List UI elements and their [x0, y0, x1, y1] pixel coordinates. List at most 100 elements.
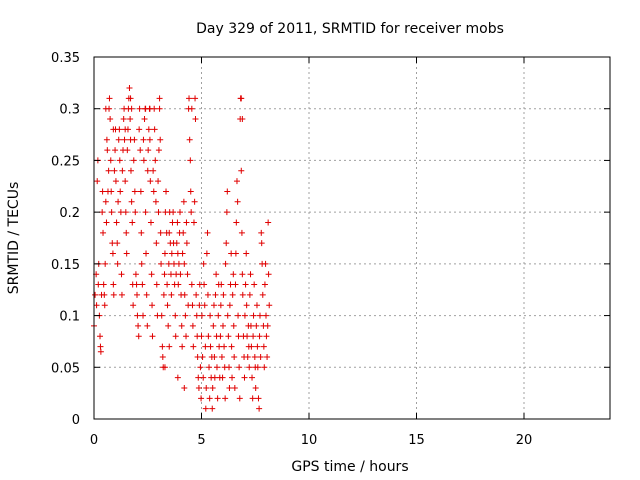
data-point: [225, 333, 232, 340]
data-point: [178, 322, 185, 329]
data-point: [114, 260, 121, 267]
data-point: [159, 353, 166, 360]
y-tick-label: 0.35: [51, 51, 80, 66]
data-point: [226, 384, 233, 391]
data-point: [200, 374, 207, 381]
x-tick-label: 10: [301, 433, 318, 448]
data-point: [102, 198, 109, 205]
data-point: [97, 343, 104, 350]
data-point: [128, 198, 135, 205]
data-point: [246, 364, 253, 371]
data-point: [242, 281, 249, 288]
data-point: [168, 250, 175, 257]
data-point: [226, 302, 233, 309]
data-point: [105, 167, 112, 174]
x-tick-label: 15: [408, 433, 425, 448]
data-point: [262, 260, 269, 267]
data-point: [206, 395, 213, 402]
data-point: [170, 209, 177, 216]
data-point: [140, 136, 147, 143]
data-point: [146, 136, 153, 143]
data-point: [99, 209, 106, 216]
data-point: [181, 384, 188, 391]
data-point: [112, 178, 119, 185]
data-point: [193, 291, 200, 298]
data-point: [247, 271, 254, 278]
data-point: [156, 95, 163, 102]
data-point: [142, 209, 149, 216]
data-point: [188, 105, 195, 112]
x-tick-label: 20: [516, 433, 533, 448]
data-point: [188, 209, 195, 216]
data-point: [108, 209, 115, 216]
data-point: [199, 353, 206, 360]
data-point: [110, 291, 117, 298]
data-point: [122, 178, 129, 185]
y-tick-label: 0.15: [51, 258, 80, 273]
data-point: [190, 343, 197, 350]
data-point: [130, 302, 137, 309]
data-point: [107, 116, 114, 123]
data-point: [126, 85, 133, 92]
data-point: [249, 395, 256, 402]
data-point: [181, 291, 188, 298]
data-point: [166, 343, 173, 350]
data-point: [101, 302, 108, 309]
data-point: [112, 147, 119, 154]
data-point: [263, 333, 270, 340]
data-point: [239, 291, 246, 298]
plot-frame: [93, 56, 611, 420]
data-point: [257, 353, 264, 360]
data-point: [140, 157, 147, 164]
data-point: [135, 333, 142, 340]
data-point: [119, 167, 126, 174]
data-point: [160, 291, 167, 298]
data-point: [179, 343, 186, 350]
data-point: [203, 384, 210, 391]
y-axis: 0 0.05 0.1 0.15 0.2 0.25 0.3 0.35: [51, 51, 610, 428]
data-point: [193, 312, 200, 319]
data-point: [192, 116, 199, 123]
data-point: [259, 291, 266, 298]
data-point: [116, 126, 123, 133]
data-point: [134, 291, 140, 298]
data-point: [224, 188, 231, 195]
data-point: [238, 167, 245, 174]
data-point: [152, 198, 159, 205]
y-tick-label: 0.05: [51, 361, 80, 376]
data-point: [172, 312, 179, 319]
data-point: [247, 322, 254, 329]
data-point: [265, 219, 272, 226]
data-point: [213, 271, 220, 278]
data-point: [196, 302, 203, 309]
data-point: [229, 374, 236, 381]
data-point: [215, 312, 222, 319]
data-point: [150, 167, 157, 174]
data-points: [91, 85, 273, 412]
data-point: [122, 126, 129, 133]
data-point: [127, 116, 134, 123]
data-point: [102, 260, 109, 267]
data-point: [116, 157, 123, 164]
data-point: [120, 116, 127, 123]
data-point: [188, 281, 195, 288]
data-point: [214, 395, 221, 402]
data-point: [226, 364, 233, 371]
data-point: [222, 395, 229, 402]
data-point: [200, 260, 207, 267]
data-point: [138, 229, 145, 236]
data-point: [219, 374, 226, 381]
data-point: [143, 291, 150, 298]
data-point: [241, 312, 248, 319]
data-point: [239, 271, 246, 278]
data-point: [138, 260, 145, 267]
data-point: [264, 353, 271, 360]
data-point: [164, 302, 171, 309]
data-point: [129, 219, 136, 226]
data-point: [177, 209, 183, 216]
data-point: [209, 384, 216, 391]
data-point: [266, 302, 273, 309]
data-point: [184, 271, 191, 278]
data-point: [156, 105, 163, 112]
